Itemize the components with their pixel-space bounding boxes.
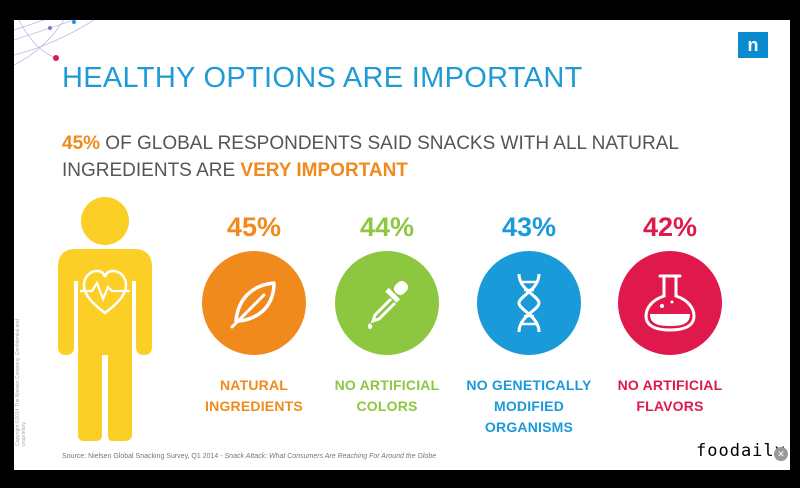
slide-subtitle: 45% OF GLOBAL RESPONDENTS SAID SNACKS WI…: [62, 130, 702, 184]
watermark-badge-icon: ✕: [774, 447, 788, 461]
flask-icon: [644, 274, 696, 332]
stat-no-artificial-flavors: 42% NO ARTIFICIAL FLAVORS: [600, 212, 740, 417]
subtitle-text: OF GLOBAL RESPONDENTS SAID SNACKS WITH A…: [62, 133, 679, 181]
stat-circle: [618, 251, 722, 355]
person-heart-icon: [58, 197, 152, 441]
subtitle-percentage: 45%: [62, 133, 101, 154]
stat-label: NO ARTIFICIAL FLAVORS: [617, 377, 723, 414]
stat-circle: [202, 251, 306, 355]
stat-circle: [477, 251, 581, 355]
dna-icon: [517, 273, 541, 333]
dropper-icon: [368, 280, 409, 329]
slide-title: HEALTHY OPTIONS ARE IMPORTANT: [62, 62, 583, 94]
stat-label: NO GENETICALLY MODIFIED ORGANISMS: [466, 377, 592, 435]
nielsen-logo: n: [738, 32, 768, 58]
stat-value: 43%: [501, 212, 557, 242]
stat-value: 45%: [226, 212, 282, 242]
slide: n HEALTHY OPTIONS ARE IMPORTANT 45% OF G…: [14, 20, 790, 470]
subtitle-emphasis: VERY IMPORTANT: [240, 160, 408, 181]
stat-label: NO ARTIFICIAL COLORS: [334, 377, 440, 414]
stat-value: 44%: [359, 212, 415, 242]
stat-circle: [335, 251, 439, 355]
stat-value: 42%: [642, 212, 698, 242]
leaf-icon: [230, 281, 276, 329]
vertical-copyright: Copyright ©2014 The Nielsen Company. Con…: [15, 319, 27, 446]
network-decoration-icon: [14, 20, 95, 66]
stat-label: NATURAL INGREDIENTS: [205, 377, 303, 414]
source-note: Source: Nielsen Global Snacking Survey, …: [62, 453, 437, 460]
stat-no-gmo: 43% NO GENETICALLY MODIFIED ORGANISMS: [459, 212, 599, 438]
stat-natural-ingredients: 45% NATURAL INGREDIENTS: [184, 212, 324, 417]
foodaily-watermark: foodaily: [696, 441, 786, 461]
stat-no-artificial-colors: 44% NO ARTIFICIAL COLORS: [317, 212, 457, 417]
